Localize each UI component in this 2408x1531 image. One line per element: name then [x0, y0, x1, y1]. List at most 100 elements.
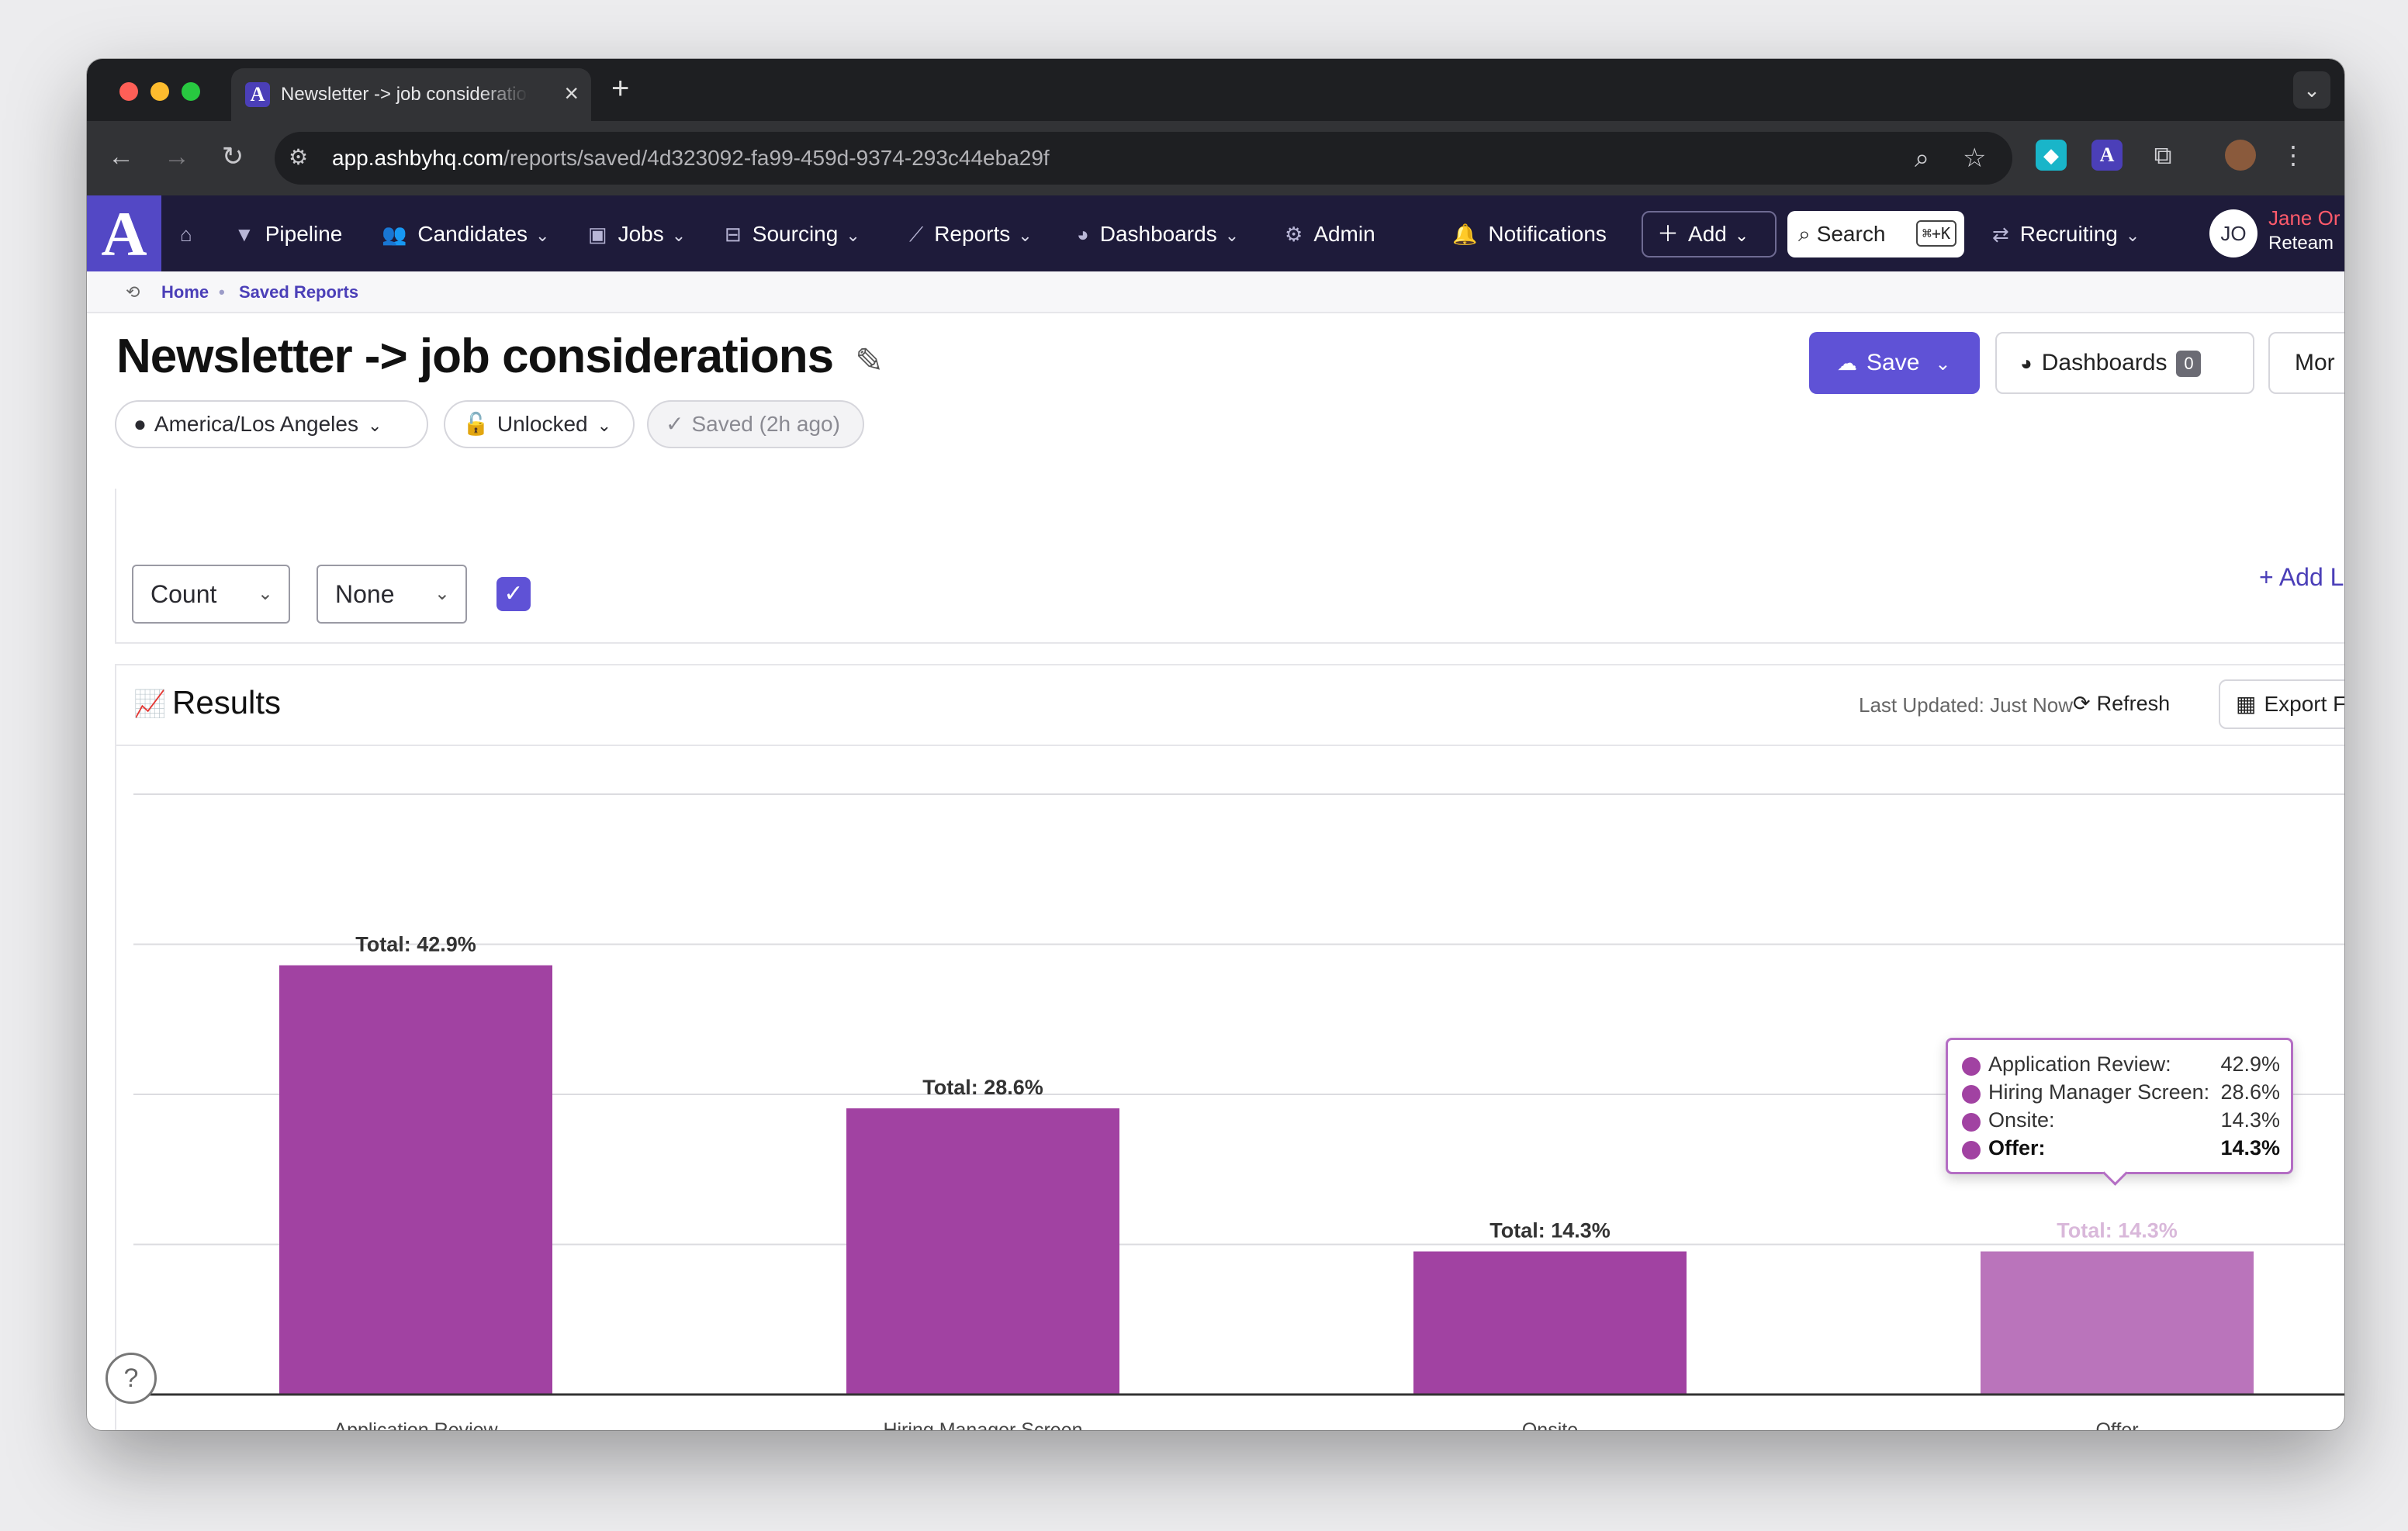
- export-button[interactable]: ▦ Export F: [2219, 679, 2344, 729]
- funnel-icon: ▼: [234, 223, 254, 246]
- save-button[interactable]: ☁ Save ⌄: [1809, 332, 1980, 394]
- chart-bar[interactable]: [1413, 1251, 1687, 1394]
- swap-arrows-icon: ⇄: [1992, 223, 2009, 246]
- nav-admin[interactable]: ⚙ Admin: [1285, 219, 1375, 250]
- group-select-value: None: [335, 580, 395, 608]
- zoom-icon[interactable]: ⌕: [1915, 143, 1930, 173]
- lock-select[interactable]: 🔓 Unlocked ⌄: [444, 400, 635, 448]
- extensions-puzzle-icon[interactable]: ⧉: [2154, 141, 2172, 169]
- dashboards-button[interactable]: ◕ Dashboards 0: [1995, 332, 2254, 394]
- url-text: app.ashbyhq.com/reports/saved/4d323092-f…: [332, 146, 1050, 171]
- site-settings-icon[interactable]: ⚙: [289, 145, 309, 169]
- nav-pipeline[interactable]: ▼ Pipeline: [234, 219, 342, 250]
- reload-icon[interactable]: ↻: [221, 142, 244, 171]
- chevron-down-icon: ⌄: [535, 226, 550, 245]
- page-title: Newsletter -> job considerations ✎: [116, 329, 884, 384]
- avatar[interactable]: JO: [2209, 209, 2258, 257]
- shortcut-badge: ⌘+K: [1915, 220, 1956, 247]
- new-tab-icon[interactable]: +: [611, 71, 630, 105]
- minimize-window-button[interactable]: [150, 82, 169, 101]
- help-button[interactable]: ?: [106, 1353, 157, 1404]
- data-label: Total: 42.9%: [355, 933, 476, 956]
- save-button-label: Save: [1867, 350, 1920, 375]
- gear-icon: ⚙: [1285, 223, 1303, 246]
- browser-tab-active[interactable]: A Newsletter -> job considerations ×: [231, 68, 591, 121]
- cloud-upload-icon: ☁: [1837, 351, 1857, 375]
- forward-arrow-icon[interactable]: →: [164, 142, 190, 171]
- extension-diamond-icon[interactable]: ◆: [2036, 140, 2067, 171]
- chart-bar[interactable]: [846, 1108, 1119, 1394]
- add-button[interactable]: ＋ Add ⌄: [1642, 211, 1777, 257]
- nav-jobs[interactable]: ▣ Jobs ⌄: [588, 219, 686, 250]
- nav-reports[interactable]: ⟋ Reports ⌄: [909, 219, 1033, 250]
- workspace-switcher[interactable]: ⇄ Recruiting ⌄: [1992, 219, 2140, 250]
- url-path: /reports/saved/4d323092-fa99-459d-9374-2…: [503, 146, 1050, 170]
- chevron-down-icon: ⌄: [1018, 226, 1033, 245]
- check-icon: ✓: [503, 581, 524, 607]
- chevron-down-icon: ⌄: [1935, 354, 1951, 375]
- briefcase-icon: ▣: [588, 223, 607, 246]
- saved-status-label: Saved (2h ago): [691, 412, 840, 436]
- ashby-logo[interactable]: A: [87, 195, 161, 271]
- browser-menu-icon[interactable]: ⋮: [2281, 141, 2306, 169]
- browser-toolbar: ← → ↻ ⚙ app.ashbyhq.com/reports/saved/4d…: [87, 121, 2344, 195]
- tooltip-label: Offer:: [1988, 1136, 2046, 1159]
- line-chart-icon: 📈: [133, 689, 167, 719]
- edit-pencil-icon[interactable]: ✎: [855, 342, 884, 380]
- percent-checkbox[interactable]: ✓: [496, 577, 531, 611]
- nav-dashboards[interactable]: ◕ Dashboards ⌄: [1077, 219, 1239, 250]
- close-window-button[interactable]: [119, 82, 138, 101]
- page-title-text: Newsletter -> job considerations: [116, 330, 834, 383]
- history-icon[interactable]: ⟲: [126, 282, 140, 302]
- breadcrumb-separator: •: [219, 282, 225, 302]
- last-updated-text: Last Updated: Just Now: [1859, 693, 2074, 717]
- tooltip-value: 14.3%: [2220, 1108, 2280, 1132]
- ashby-favicon-icon: A: [245, 82, 270, 107]
- extension-ashby-icon[interactable]: A: [2091, 140, 2123, 171]
- chart-bar[interactable]: [1981, 1251, 2254, 1394]
- chevron-down-icon: ⌄: [367, 416, 382, 435]
- results-card: [115, 664, 2344, 1430]
- timezone-select[interactable]: ● America/Los Angeles ⌄: [115, 400, 428, 448]
- bookmark-star-icon[interactable]: ☆: [1963, 143, 1987, 173]
- add-button-label: Add: [1688, 222, 1727, 246]
- chevron-down-icon: ⌄: [434, 583, 450, 604]
- chart-bar[interactable]: [279, 965, 552, 1394]
- nav-sourcing-label: Sourcing: [752, 222, 839, 246]
- nav-candidates[interactable]: 👥 Candidates ⌄: [382, 219, 549, 250]
- breadcrumb-home[interactable]: Home: [161, 282, 209, 302]
- clock-icon: ●: [133, 412, 147, 436]
- search-button[interactable]: ⌕ Search ⌘+K: [1787, 211, 1964, 257]
- close-tab-icon[interactable]: ×: [564, 79, 579, 107]
- nav-notifications[interactable]: 🔔 Notifications: [1452, 219, 1607, 250]
- report-config-panel: [115, 489, 2344, 644]
- maximize-window-button[interactable]: [182, 82, 200, 101]
- nav-pipeline-label: Pipeline: [265, 222, 343, 246]
- data-label: Total: 14.3%: [2057, 1219, 2178, 1242]
- timezone-label: America/Los Angeles: [154, 412, 358, 436]
- series-dot: [1962, 1057, 1981, 1076]
- metric-select[interactable]: Count ⌄: [132, 565, 290, 624]
- sourcing-icon: ⊟: [725, 223, 742, 246]
- nav-dashboards-label: Dashboards: [1099, 222, 1217, 246]
- browser-window: A Newsletter -> job considerations × + ⌄…: [87, 59, 2344, 1430]
- export-label: Export F: [2264, 692, 2344, 716]
- refresh-button[interactable]: ⟳ Refresh: [2073, 692, 2170, 716]
- series-dot: [1962, 1113, 1981, 1132]
- breadcrumb-saved-reports[interactable]: Saved Reports: [239, 282, 359, 302]
- tab-strip: A Newsletter -> job considerations × + ⌄: [87, 59, 2344, 121]
- address-bar[interactable]: ⚙ app.ashbyhq.com/reports/saved/4d323092…: [275, 132, 2012, 185]
- nav-sourcing[interactable]: ⊟ Sourcing ⌄: [725, 219, 860, 250]
- more-button[interactable]: Mor: [2268, 332, 2344, 394]
- profile-avatar-icon[interactable]: [2225, 140, 2256, 171]
- add-link[interactable]: + Add L: [2259, 563, 2344, 591]
- chevron-down-icon: ⌄: [597, 416, 612, 435]
- home-icon[interactable]: ⌂: [180, 223, 192, 246]
- group-select[interactable]: None ⌄: [317, 565, 467, 624]
- user-name[interactable]: Jane Or: [2268, 206, 2341, 230]
- tooltip-row: Offer: 14.3%: [1962, 1136, 2280, 1163]
- data-label: Total: 28.6%: [922, 1076, 1043, 1099]
- tab-search-chevron-icon[interactable]: ⌄: [2293, 71, 2330, 109]
- dashboards-button-label: Dashboards: [2041, 350, 2168, 375]
- back-arrow-icon[interactable]: ←: [108, 142, 134, 171]
